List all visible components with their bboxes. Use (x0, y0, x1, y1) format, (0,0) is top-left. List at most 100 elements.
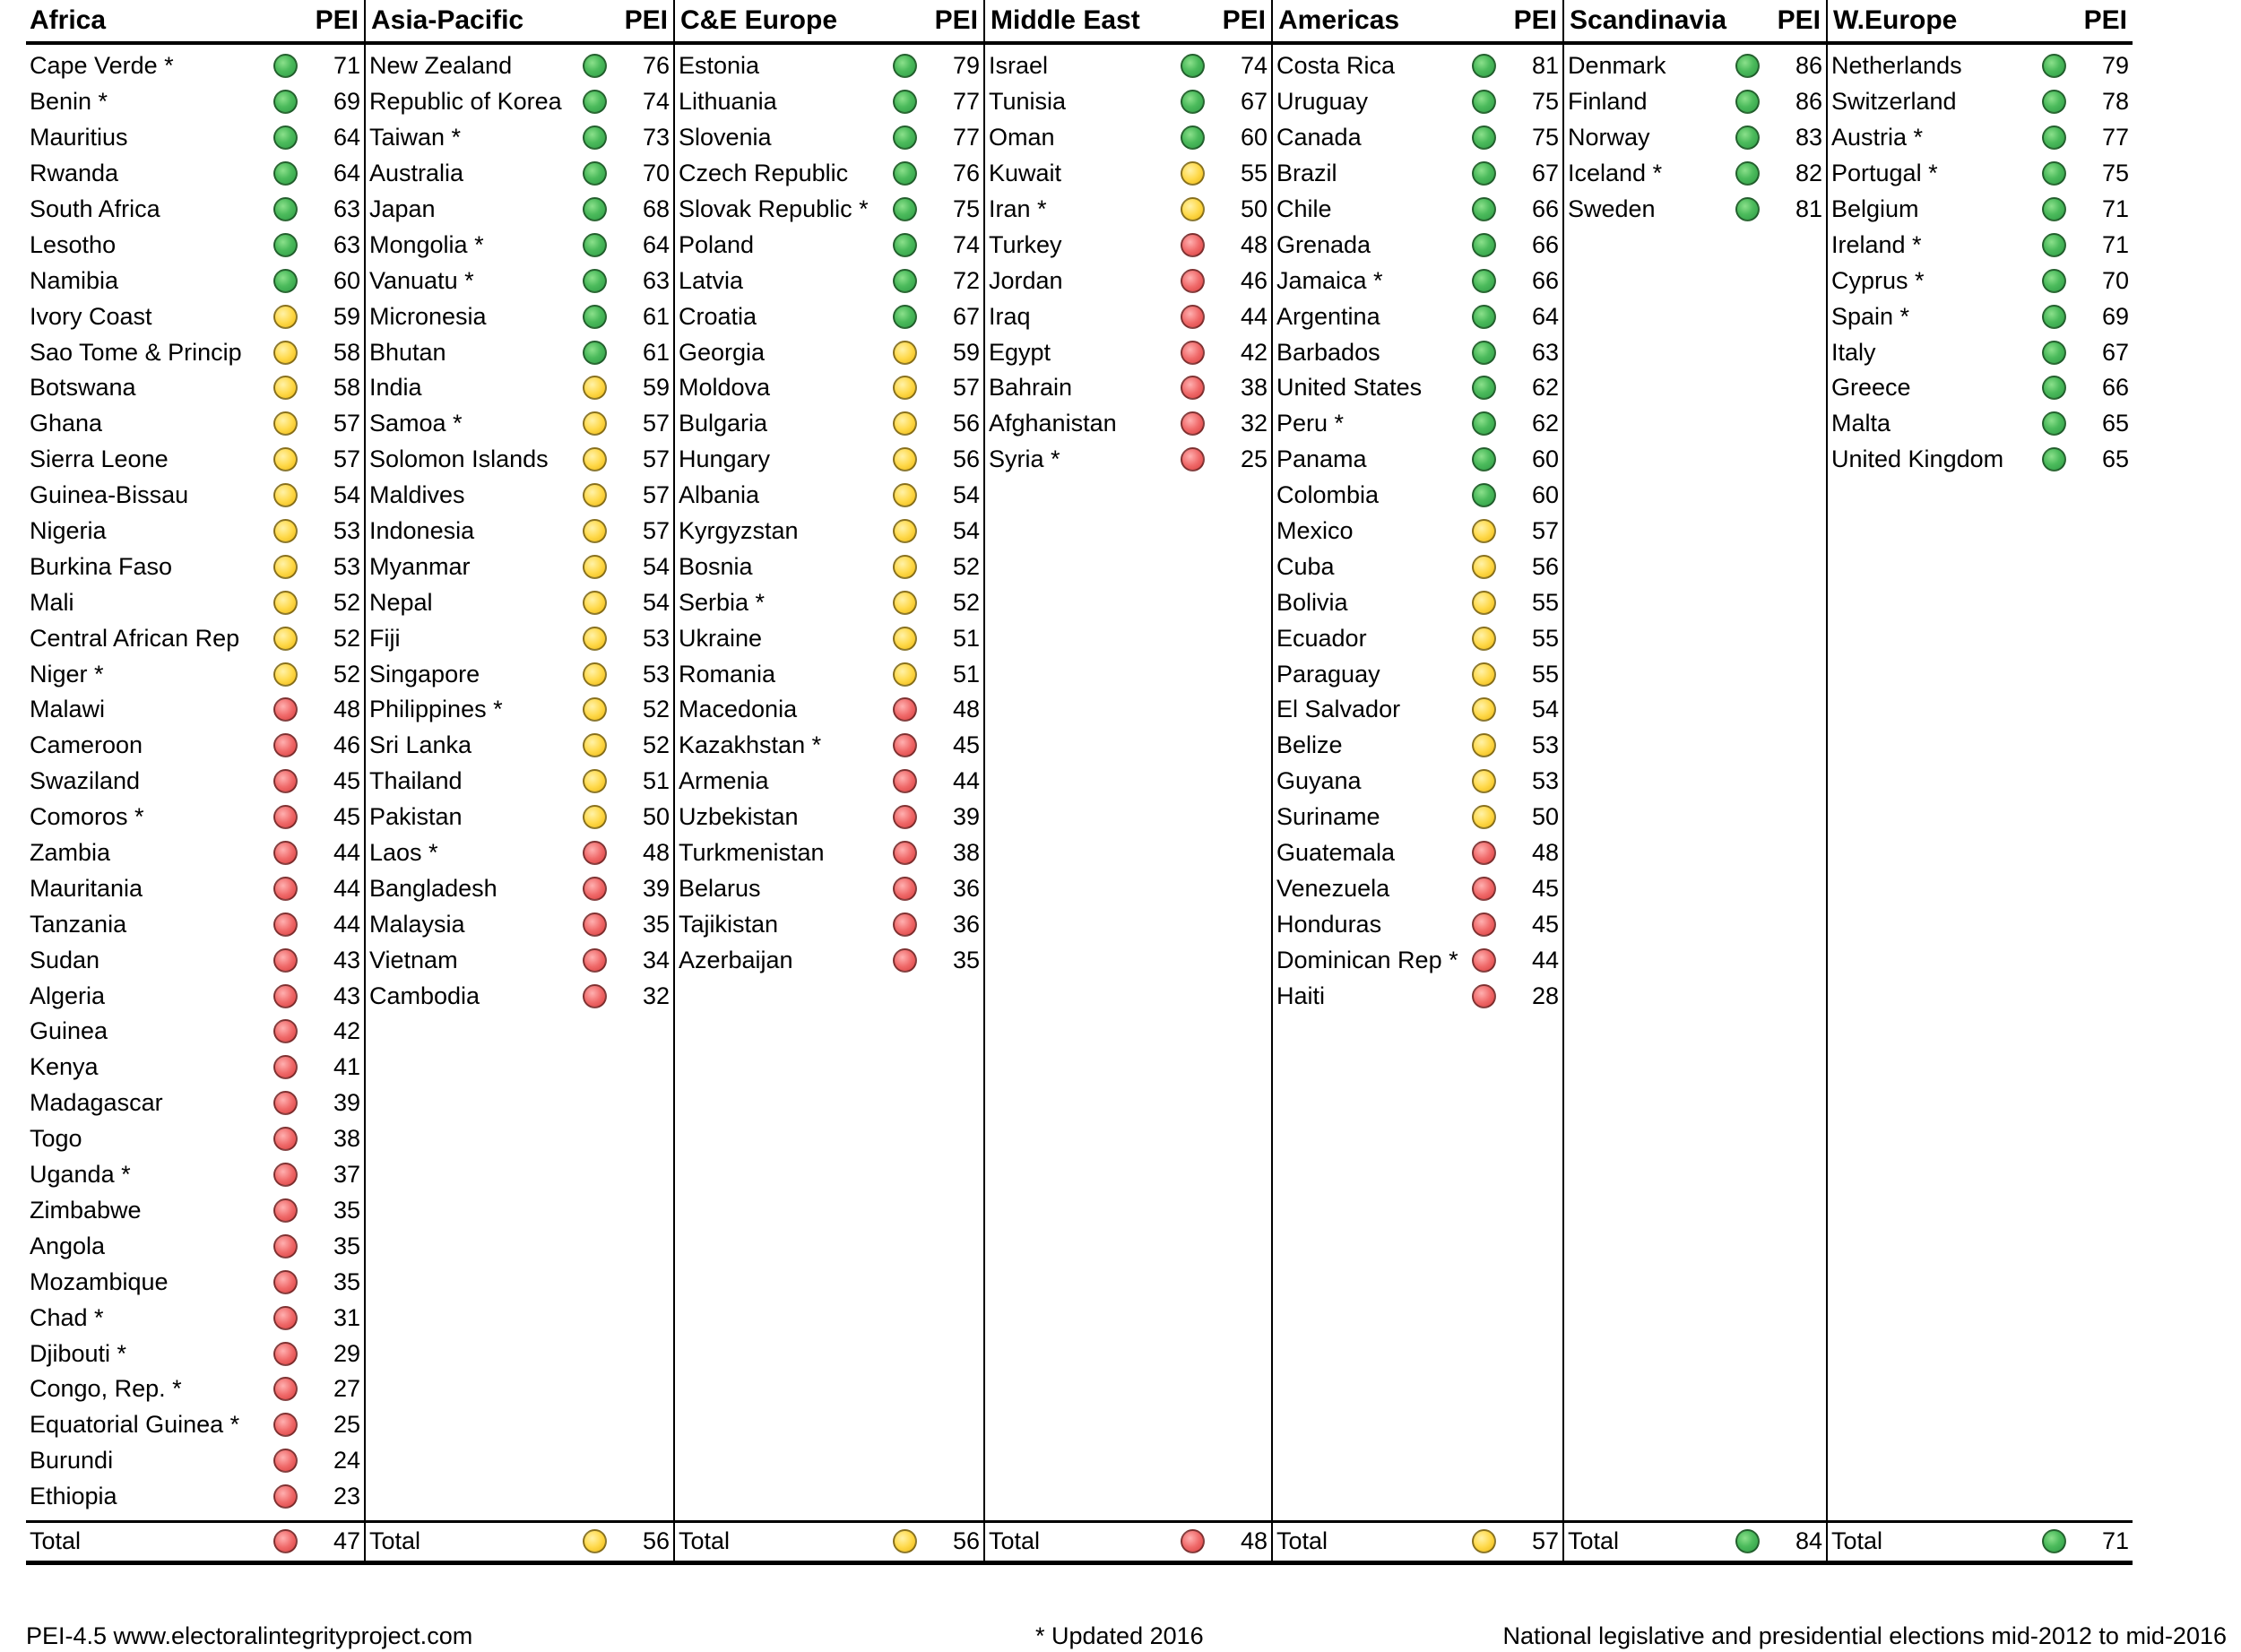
rating-yellow-icon (583, 590, 607, 615)
table-row: Guinea 42 (26, 1014, 364, 1050)
rating-red-icon (1472, 841, 1496, 866)
table-row: Benin * 69 (26, 84, 364, 120)
country-name: Chad * (30, 1303, 104, 1331)
rating-yellow-icon (273, 554, 298, 579)
table-row: Armenia 44 (675, 764, 983, 800)
country-name: Ecuador (1276, 624, 1367, 652)
rating-green-icon (2042, 1529, 2066, 1554)
table-row: Ukraine 51 (675, 620, 983, 656)
pei-score: 35 (642, 910, 670, 938)
country-name: Laos * (369, 839, 438, 867)
table-row: Togo 38 (26, 1121, 364, 1157)
total-label: Total (1831, 1527, 1883, 1555)
rating-red-icon (273, 841, 298, 866)
table-row: Brazil 67 (1273, 156, 1562, 192)
country-name: Tunisia (989, 88, 1067, 116)
score-header: PEI (1777, 5, 1821, 35)
pei-score: 53 (642, 624, 670, 652)
rating-red-icon (583, 947, 607, 973)
country-name: Grenada (1276, 230, 1371, 258)
pei-score: 59 (952, 338, 980, 366)
pei-score: 57 (642, 445, 670, 473)
region-name: Americas (1278, 5, 1400, 35)
rating-green-icon (1472, 54, 1496, 79)
total-cell: Total 84 (1562, 1522, 1826, 1561)
table-row: Ecuador 55 (1273, 620, 1562, 656)
rating-red-icon (1181, 232, 1205, 257)
table-row: Niger * 52 (26, 656, 364, 692)
country-name: Nigeria (30, 517, 107, 545)
table-row: Belarus 36 (675, 870, 983, 906)
table-row: Netherlands 79 (1828, 48, 2133, 84)
table-row: Colombia 60 (1273, 478, 1562, 514)
total-cell: Total 48 (983, 1522, 1271, 1561)
country-name: Greece (1831, 374, 1911, 402)
column-header: Africa PEI (26, 0, 364, 41)
country-name: Sao Tome & Princip (30, 338, 242, 366)
rating-red-icon (273, 1449, 298, 1474)
rating-yellow-icon (273, 662, 298, 687)
rating-yellow-icon (1181, 197, 1205, 221)
rating-green-icon (1472, 232, 1496, 257)
pei-score: 71 (333, 52, 360, 80)
table-row: Canada 75 (1273, 120, 1562, 156)
rating-red-icon (273, 876, 298, 901)
rating-yellow-icon (273, 483, 298, 508)
country-name: Romania (679, 660, 776, 688)
rating-yellow-icon (893, 376, 917, 401)
score-header: PEI (1222, 5, 1266, 35)
rating-yellow-icon (893, 626, 917, 651)
table-row: Kuwait 55 (985, 156, 1271, 192)
country-name: Slovak Republic * (679, 195, 869, 222)
country-name: Belize (1276, 731, 1343, 759)
table-row: Botswana 58 (26, 370, 364, 406)
country-name: Guyana (1276, 767, 1362, 795)
country-name: Honduras (1276, 910, 1382, 938)
pei-score: 86 (1795, 88, 1822, 116)
table-row: Jordan 46 (985, 263, 1271, 298)
pei-score: 55 (1240, 160, 1268, 187)
pei-score: 45 (1531, 874, 1559, 902)
country-name: Azerbaijan (679, 946, 793, 973)
country-name: Iraq (989, 302, 1031, 330)
total-score: 71 (2101, 1527, 2129, 1555)
rating-yellow-icon (1472, 590, 1496, 615)
pei-score: 67 (952, 302, 980, 330)
region-name: Asia-Pacific (371, 5, 524, 35)
country-name: Kyrgyzstan (679, 517, 799, 545)
rating-green-icon (583, 304, 607, 329)
pei-score: 44 (952, 767, 980, 795)
country-name: Sweden (1568, 195, 1656, 222)
rating-green-icon (1181, 54, 1205, 79)
column-header: Scandinavia PEI (1562, 0, 1826, 41)
rating-yellow-icon (1472, 1529, 1496, 1554)
table-row: Bolivia 55 (1273, 584, 1562, 620)
table-row: Oman 60 (985, 120, 1271, 156)
rating-yellow-icon (583, 805, 607, 830)
pei-score: 64 (333, 124, 360, 151)
table-body: Cape Verde * 71 Benin * 69 Mauritius 64 Rwanda… (26, 45, 2133, 1520)
country-name: Guinea-Bissau (30, 481, 189, 509)
rating-red-icon (273, 1269, 298, 1294)
rating-yellow-icon (893, 662, 917, 687)
region-column: Denmark 86 Finland 86 Norway 83 Iceland * 82 Swe… (1562, 45, 1826, 1520)
column-header: W.Europe PEI (1826, 0, 2133, 41)
pei-score: 83 (1795, 124, 1822, 151)
pei-score: 64 (333, 160, 360, 187)
pei-score: 67 (1531, 160, 1559, 187)
country-name: Mali (30, 588, 74, 616)
country-name: Australia (369, 160, 464, 187)
pei-score: 66 (1531, 266, 1559, 294)
table-row: Sudan 43 (26, 942, 364, 978)
table-row: Malawi 48 (26, 692, 364, 728)
table-row: Romania 51 (675, 656, 983, 692)
rating-green-icon (583, 125, 607, 151)
country-name: Latvia (679, 266, 744, 294)
country-name: Vietnam (369, 946, 458, 973)
rating-green-icon (1735, 54, 1760, 79)
pei-score: 52 (642, 731, 670, 759)
rating-red-icon (273, 1484, 298, 1509)
table-row: Pakistan 50 (366, 800, 673, 835)
rating-green-icon (893, 232, 917, 257)
total-score: 56 (642, 1527, 670, 1555)
